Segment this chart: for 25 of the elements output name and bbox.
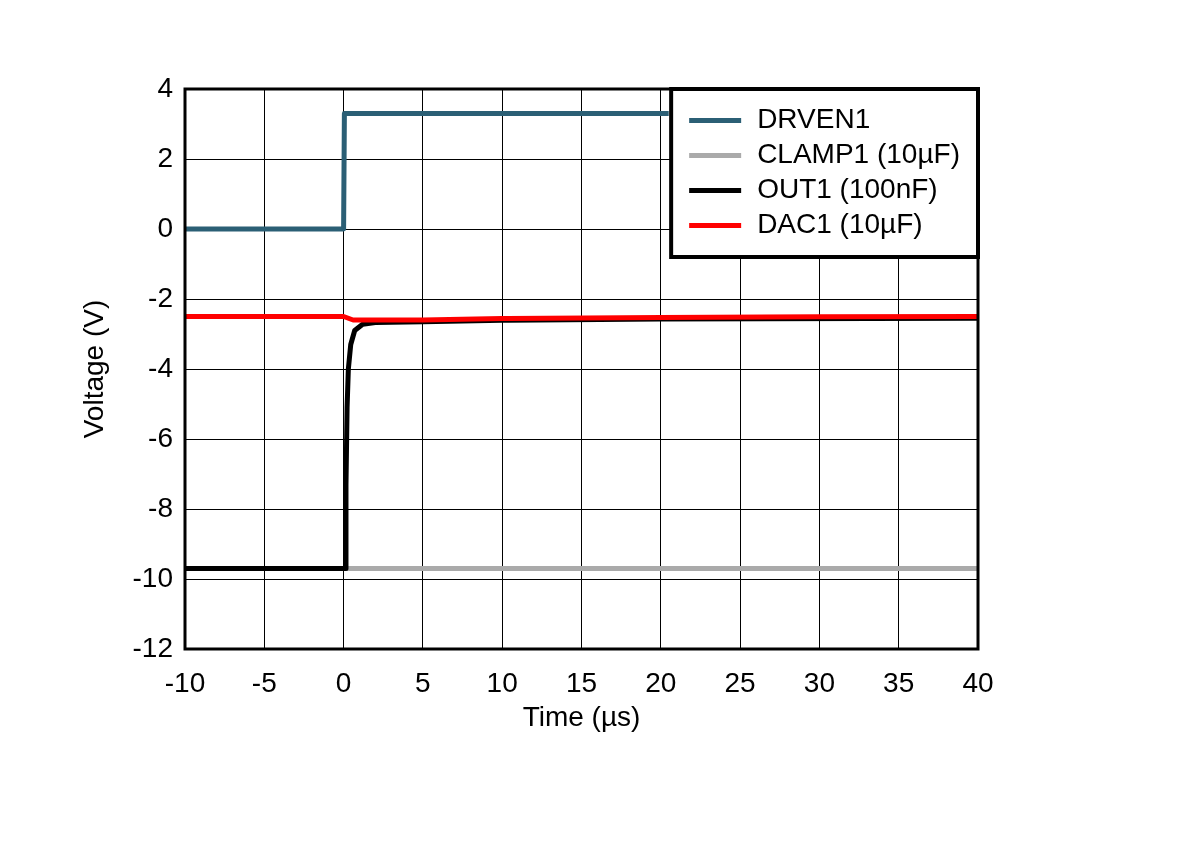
x-axis-title: Time (µs) bbox=[522, 700, 641, 732]
y-tick-label: -10 bbox=[132, 561, 173, 593]
y-tick-label: -6 bbox=[148, 421, 173, 453]
y-tick-label: -8 bbox=[148, 491, 173, 523]
legend-label: DAC1 (10µF) bbox=[757, 208, 923, 240]
x-tick-label: 25 bbox=[724, 666, 756, 698]
x-tick-label: 15 bbox=[565, 666, 598, 698]
y-tick-label: 0 bbox=[157, 211, 173, 243]
x-tick-label: 0 bbox=[335, 666, 352, 698]
y-tick-label: -2 bbox=[148, 281, 173, 313]
x-tick-label: 30 bbox=[803, 666, 835, 698]
y-tick-label: -4 bbox=[148, 351, 173, 383]
legend-label: DRVEN1 bbox=[757, 103, 871, 135]
y-axis-title: Voltage (V) bbox=[77, 299, 109, 439]
legend-label: CLAMP1 (10µF) bbox=[757, 138, 961, 170]
legend-label: OUT1 (100nF) bbox=[757, 173, 938, 205]
y-tick-label: -12 bbox=[132, 631, 173, 663]
x-tick-label: 35 bbox=[883, 666, 915, 698]
x-tick-label: 10 bbox=[486, 666, 518, 698]
x-tick-label: 20 bbox=[645, 666, 677, 698]
x-tick-label: 40 bbox=[962, 666, 994, 698]
x-tick-label: 5 bbox=[415, 666, 431, 698]
y-tick-label: 4 bbox=[157, 71, 173, 103]
y-tick-label: 2 bbox=[157, 141, 173, 173]
x-tick-label: -5 bbox=[251, 666, 277, 698]
